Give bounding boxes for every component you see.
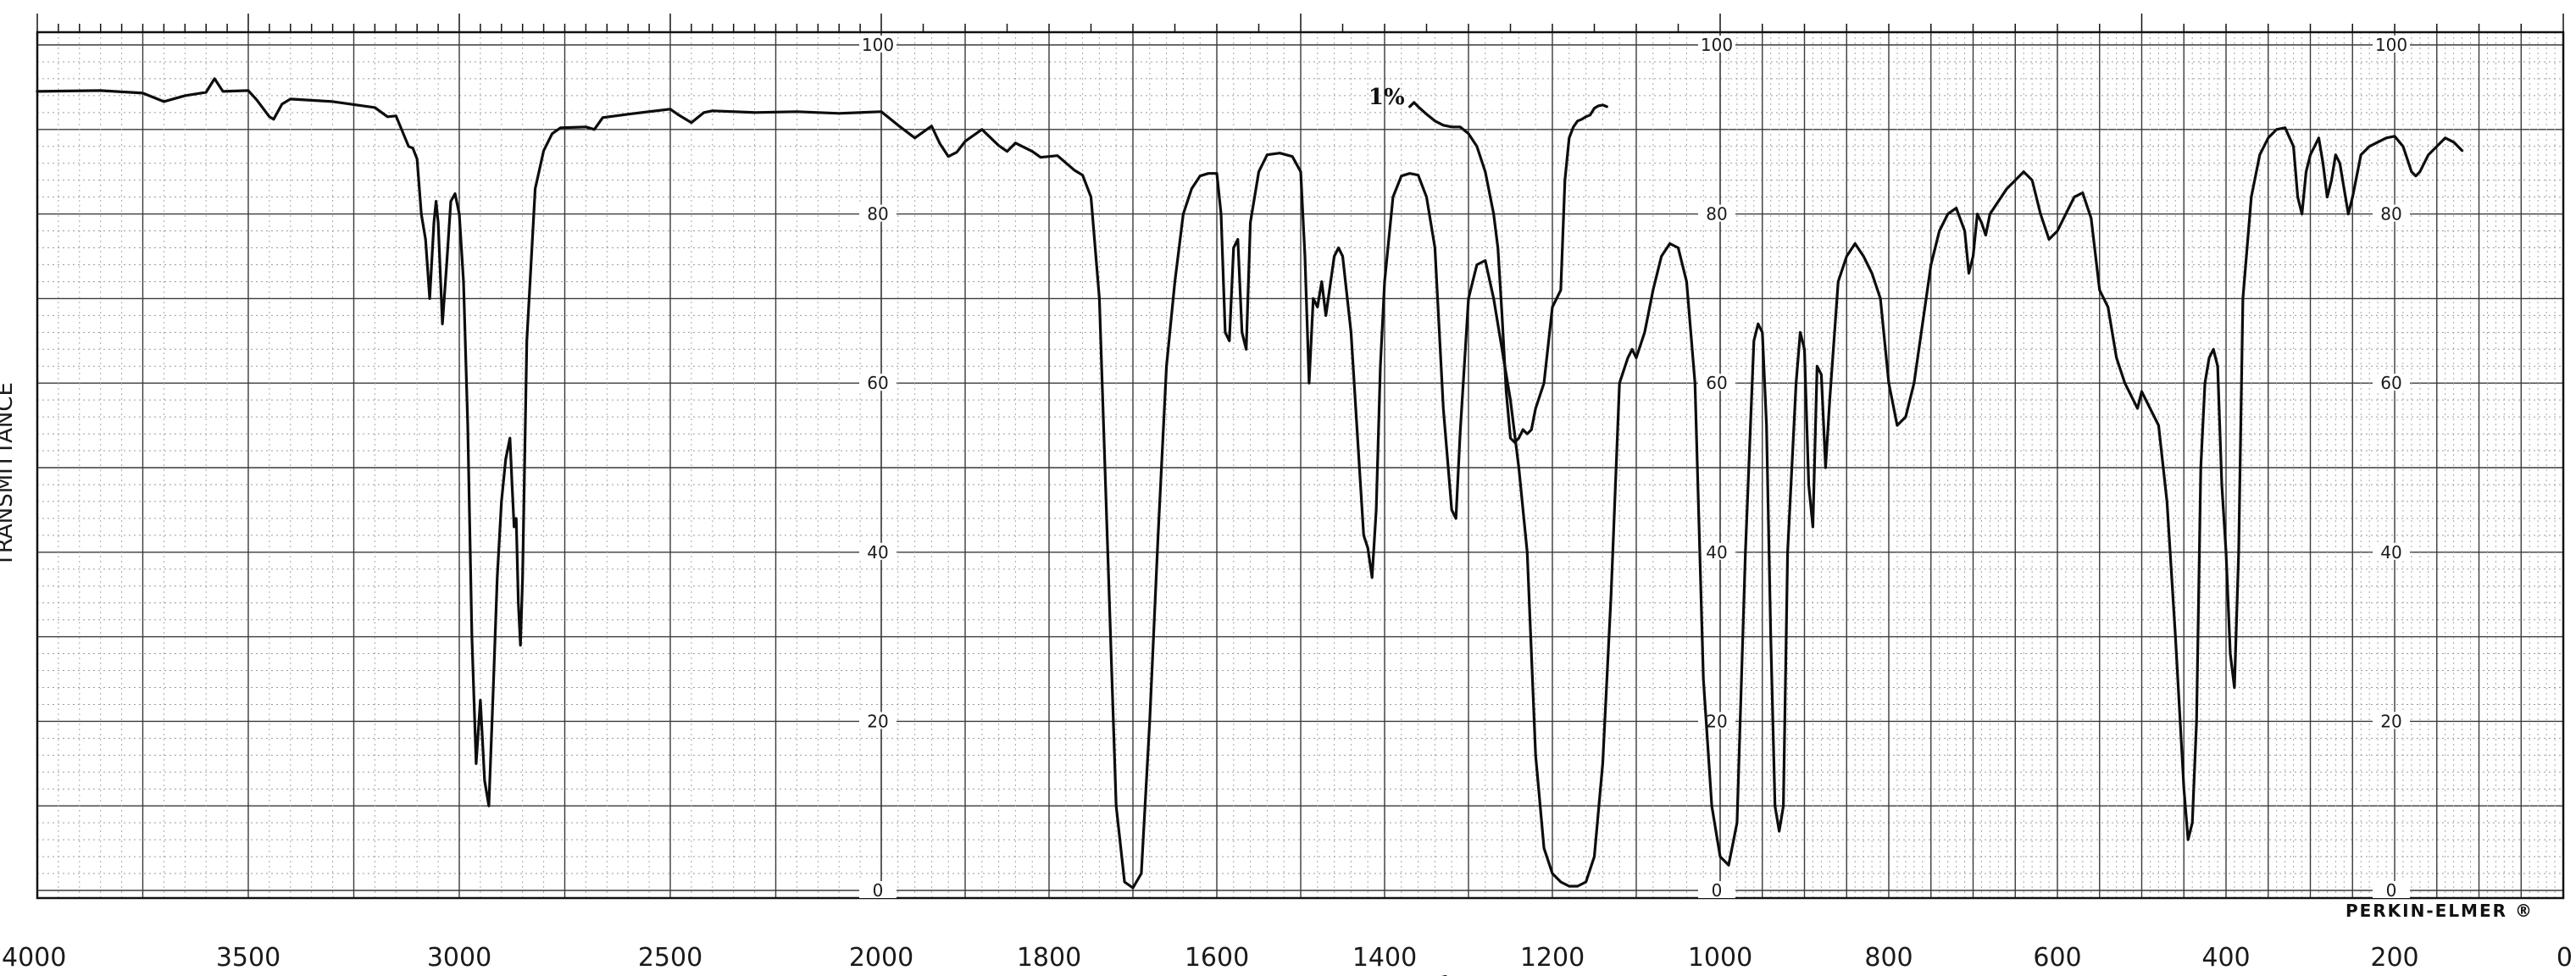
y-tick-label: 20 bbox=[1706, 711, 1727, 731]
x-axis-marker: 1 bbox=[1441, 972, 1452, 976]
chart-frame bbox=[36, 14, 2565, 900]
spectrum-series bbox=[36, 77, 2464, 890]
y-tick-labels: 0 20 40 60 80 100 0 20 40 60 80 100 0 20 40 60 80 100 bbox=[859, 35, 2410, 901]
y-tick-label: 40 bbox=[2380, 542, 2401, 563]
brand-label: PERKIN-ELMER ® bbox=[2288, 900, 2542, 921]
x-tick-label: 400 bbox=[2201, 943, 2250, 973]
y-tick-label: 20 bbox=[867, 711, 888, 731]
y-tick-bg bbox=[2373, 204, 2410, 222]
y-tick-bg bbox=[1698, 374, 1735, 391]
y-tick-bg bbox=[1698, 204, 1735, 222]
x-tick-label: 200 bbox=[2370, 943, 2418, 973]
y-tick-bg bbox=[859, 542, 897, 560]
y-tick-bg bbox=[859, 36, 897, 53]
spectrum-trace bbox=[36, 77, 2464, 890]
y-axis-label: TRANSMITTANCE bbox=[0, 382, 18, 568]
y-tick-label: 80 bbox=[867, 204, 888, 225]
y-tick-label: 80 bbox=[1706, 204, 1727, 225]
y-tick-bg bbox=[2373, 542, 2410, 560]
y-tick-label: 20 bbox=[2380, 711, 2401, 731]
concentration-annotation: 1% bbox=[1368, 85, 1405, 110]
y-tick-bg bbox=[859, 881, 897, 898]
y-tick-label: 40 bbox=[867, 542, 888, 563]
x-tick-label: 800 bbox=[1864, 943, 1913, 973]
x-tick-label: 1400 bbox=[1352, 943, 1417, 973]
y-tick-bg bbox=[1698, 36, 1735, 53]
y-tick-label: 0 bbox=[873, 880, 884, 901]
x-tick-label: 2000 bbox=[849, 943, 913, 973]
x-tick-label: 4000 bbox=[2, 943, 66, 973]
y-tick-bg bbox=[1698, 881, 1735, 898]
y-tick-label: 100 bbox=[1701, 35, 1733, 55]
x-tick-label: 1000 bbox=[1688, 943, 1752, 973]
brand-text: PERKIN-ELMER ® bbox=[2346, 901, 2534, 921]
x-tick-label: 1200 bbox=[1520, 943, 1585, 973]
y-tick-label: 0 bbox=[2386, 880, 2397, 901]
x-tick-labels: 4000 3500 3000 2500 2000 1800 1600 1400 1200 1000… bbox=[2, 943, 2573, 973]
y-tick-label: 0 bbox=[1712, 880, 1723, 901]
x-tick-label: 3000 bbox=[427, 943, 491, 973]
x-tick-label: 1800 bbox=[1017, 943, 1081, 973]
y-tick-label: 100 bbox=[2375, 35, 2407, 55]
y-tick-bg bbox=[859, 204, 897, 222]
y-tick-label: 60 bbox=[2380, 373, 2401, 393]
y-tick-bg bbox=[2373, 881, 2410, 898]
x-tick-label: 600 bbox=[2033, 943, 2081, 973]
y-tick-bg bbox=[1698, 542, 1735, 560]
y-tick-bg bbox=[859, 712, 897, 729]
spectrum-trace-dilute bbox=[1408, 101, 1608, 444]
x-tick-label: 1600 bbox=[1185, 943, 1249, 973]
y-tick-bg bbox=[2373, 374, 2410, 391]
y-tick-label: 100 bbox=[862, 35, 894, 55]
chart-grid bbox=[36, 32, 2564, 898]
y-tick-bg bbox=[859, 374, 897, 391]
y-tick-bg bbox=[2373, 36, 2410, 53]
y-tick-label: 60 bbox=[867, 373, 888, 393]
x-tick-label: 3500 bbox=[216, 943, 280, 973]
y-tick-bg bbox=[2373, 712, 2410, 729]
y-tick-label: 40 bbox=[1706, 542, 1727, 563]
y-tick-label: 60 bbox=[1706, 373, 1727, 393]
x-tick-label: 0 bbox=[2557, 943, 2573, 973]
y-tick-label: 80 bbox=[2380, 204, 2401, 225]
x-tick-label: 2500 bbox=[638, 943, 702, 973]
